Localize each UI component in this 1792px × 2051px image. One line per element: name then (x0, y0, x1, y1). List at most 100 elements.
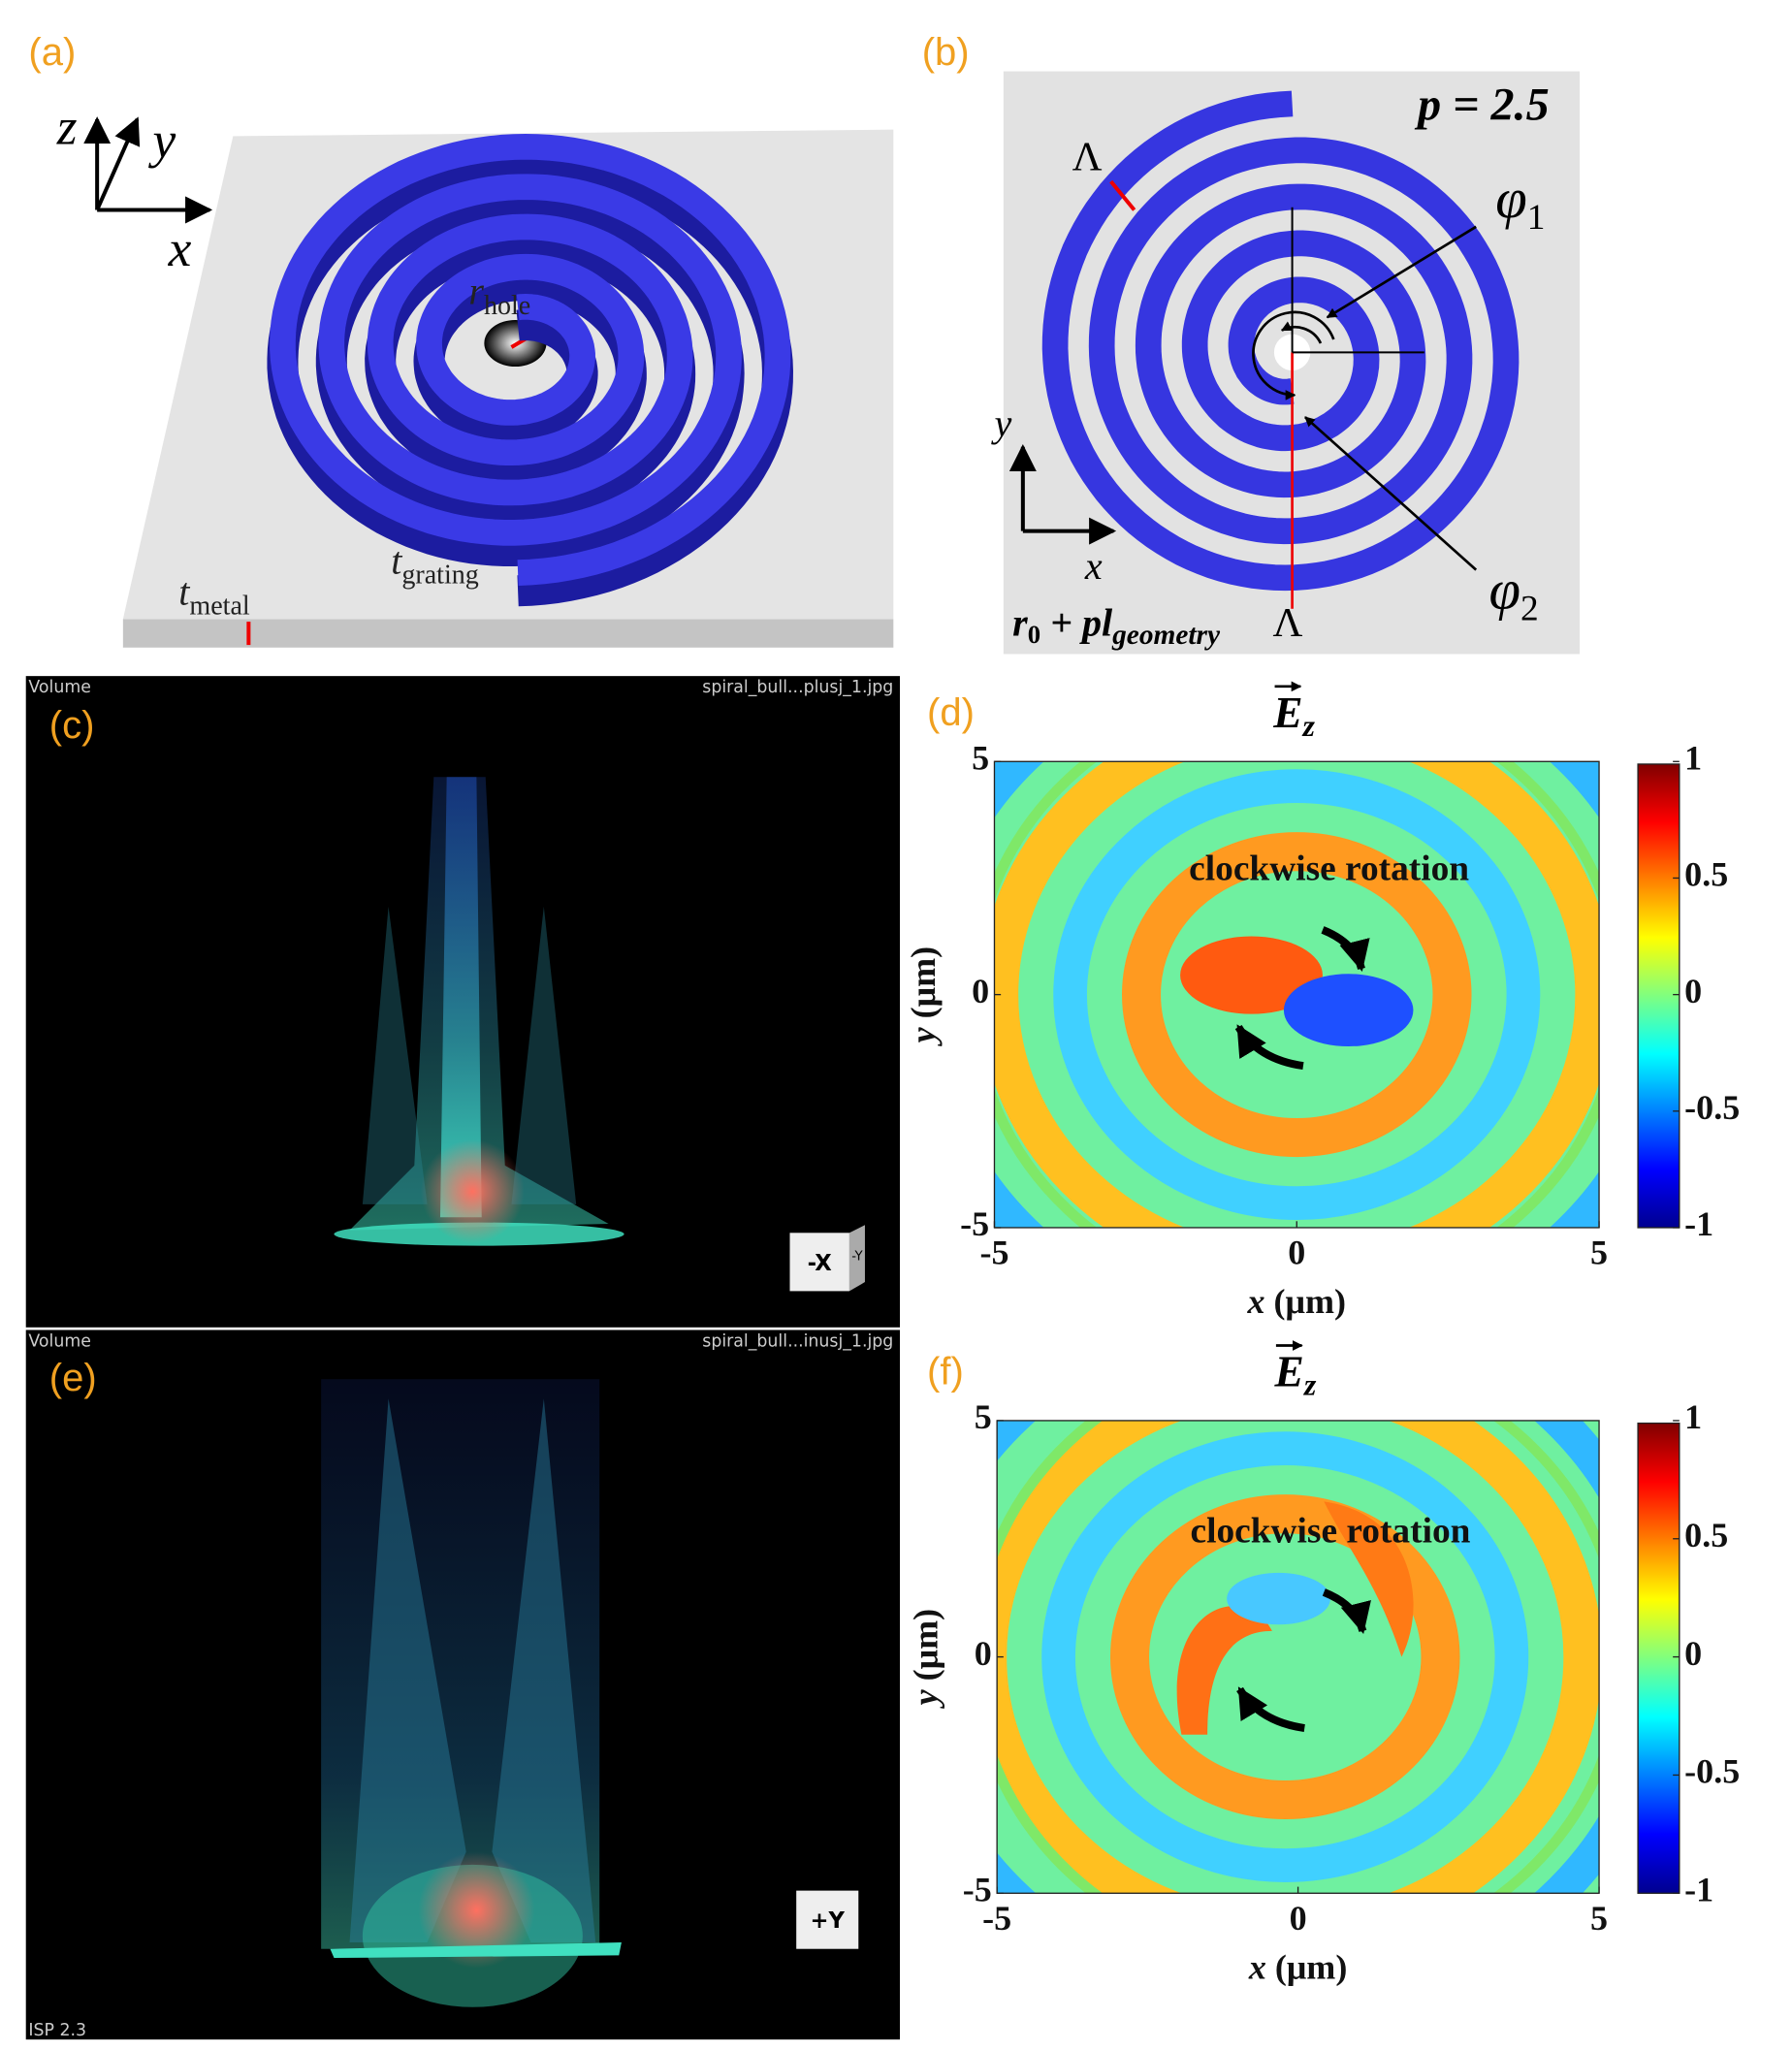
subscript: metal (189, 592, 249, 622)
panel-c (25, 676, 901, 1328)
colorbar-tick-label: 0 (1684, 972, 1702, 1010)
panel-label: (f) (927, 1350, 964, 1393)
field-ring (1053, 769, 1541, 1220)
axis-unit: (μm) (907, 1609, 945, 1689)
panel-label: (b) (922, 31, 970, 74)
rotation-arrow (1236, 1686, 1305, 1733)
rotation-arrow (1234, 1024, 1304, 1071)
field-lobe (1176, 1606, 1272, 1735)
colorbar-tick-label: -0.5 (1684, 1088, 1740, 1127)
field-lobe (1180, 936, 1323, 1014)
panel-label: (c) (49, 704, 95, 747)
viewer-footer: ISP 2.3 (28, 2021, 86, 2040)
y-tick-label: 5 (972, 739, 989, 778)
t-grating-label: tgrating (391, 539, 479, 592)
subscript: 2 (1520, 589, 1539, 628)
pointer (1326, 225, 1477, 319)
subscript: geometry (1111, 620, 1221, 651)
lambda-label: Λ (1072, 135, 1103, 180)
plume-hot (418, 1851, 535, 1969)
spiral (270, 133, 791, 586)
axis-label: x (168, 219, 192, 277)
plume-lobe (362, 906, 577, 1204)
x-axis-label: x (μm) (1248, 1948, 1348, 1987)
symbol: r (468, 270, 484, 313)
panel-b (1003, 71, 1581, 655)
x-tick-label: -5 (982, 1899, 1011, 1938)
subscript: z (1303, 1367, 1317, 1402)
axis-unit: (μm) (1266, 1948, 1347, 1987)
panel-e (25, 1330, 901, 2040)
r-hole-label: rhole (468, 270, 530, 322)
y-tick-label: -5 (963, 1871, 992, 1909)
colorbar-tick-label: 0.5 (1684, 1516, 1728, 1554)
plume-hot (420, 1139, 525, 1243)
phi1-label: φ1 (1495, 168, 1545, 238)
symbol: E (1274, 1348, 1304, 1396)
radius-label: r0 + plgeometry (1012, 601, 1221, 651)
subscript: grating (401, 561, 478, 591)
marker (1109, 179, 1136, 211)
viewer-label: Volume (28, 1331, 91, 1351)
subscript: hole (484, 291, 530, 321)
symbol: + pl (1040, 601, 1113, 645)
axis-variable: x (1247, 1282, 1265, 1321)
angle-arc (1280, 321, 1323, 344)
colorbar-tick-label: -0.5 (1684, 1752, 1740, 1791)
axis-unit: (μm) (1265, 1282, 1346, 1321)
t-metal-label: tmetal (178, 570, 250, 623)
field-ring (1041, 1431, 1529, 1882)
annotation: clockwise rotation (1191, 1511, 1471, 1551)
subscript: 0 (1028, 620, 1040, 649)
field-ring (997, 1420, 1600, 1894)
y-tick-label: -5 (960, 1204, 989, 1243)
rotation-arrow (1321, 926, 1370, 973)
axis-variable: x (1248, 1948, 1266, 1987)
plate-side (122, 619, 894, 648)
annotation: clockwise rotation (1189, 849, 1469, 888)
subscript: 1 (1527, 198, 1546, 238)
plume (321, 1379, 600, 1949)
symbol: φ (1489, 559, 1521, 622)
viewer-file: spiral_bull...plusj_1.jpg (702, 678, 893, 697)
field-lobe (1324, 1501, 1414, 1657)
orientation-cube (796, 1890, 859, 1949)
y-tick-label: 5 (975, 1397, 992, 1436)
lambda-label: Λ (1273, 600, 1303, 646)
colorbar-tick-label: 0 (1684, 1634, 1702, 1673)
plume-lobe (349, 1398, 596, 1943)
colorbar (1637, 763, 1680, 1229)
cube-label: +Y (811, 1908, 846, 1934)
cube-label: -Y (851, 1249, 863, 1264)
axis-label: z (56, 98, 78, 156)
colorbar (1637, 1422, 1680, 1894)
symbol: r (1012, 601, 1028, 645)
colorbar-tick-label: 1 (1684, 1397, 1702, 1436)
y-tick-label: 0 (975, 1634, 992, 1673)
axis-variable: y (907, 1688, 945, 1709)
viewer-file: spiral_bull...inusj_1.jpg (702, 1331, 893, 1351)
x-tick-label: 5 (1590, 1234, 1608, 1272)
cube-label: -X (808, 1251, 833, 1276)
pointer (1304, 416, 1478, 571)
phi2-label: φ2 (1489, 559, 1539, 628)
plot-title: Ez (1272, 689, 1315, 743)
plot-title: Ez (1274, 1348, 1317, 1402)
orientation-cube (789, 1233, 849, 1292)
p-label: p = 2.5 (1414, 79, 1549, 130)
x-tick-label: 0 (1290, 1899, 1307, 1938)
rotation-arrow (1322, 1588, 1371, 1635)
axis-variable: y (904, 1026, 943, 1046)
axis-arrow (95, 116, 141, 211)
axis-label: x (1084, 544, 1103, 588)
symbol: φ (1495, 168, 1527, 231)
symbol: t (391, 539, 402, 583)
viewer-label: Volume (28, 678, 91, 697)
panel-a (83, 116, 894, 648)
y-tick-label: 0 (972, 972, 989, 1010)
field-ring (1109, 1494, 1460, 1820)
x-tick-label: 0 (1288, 1234, 1305, 1272)
colorbar-tick-label: 0.5 (1684, 855, 1728, 894)
plume-core (439, 777, 482, 1218)
